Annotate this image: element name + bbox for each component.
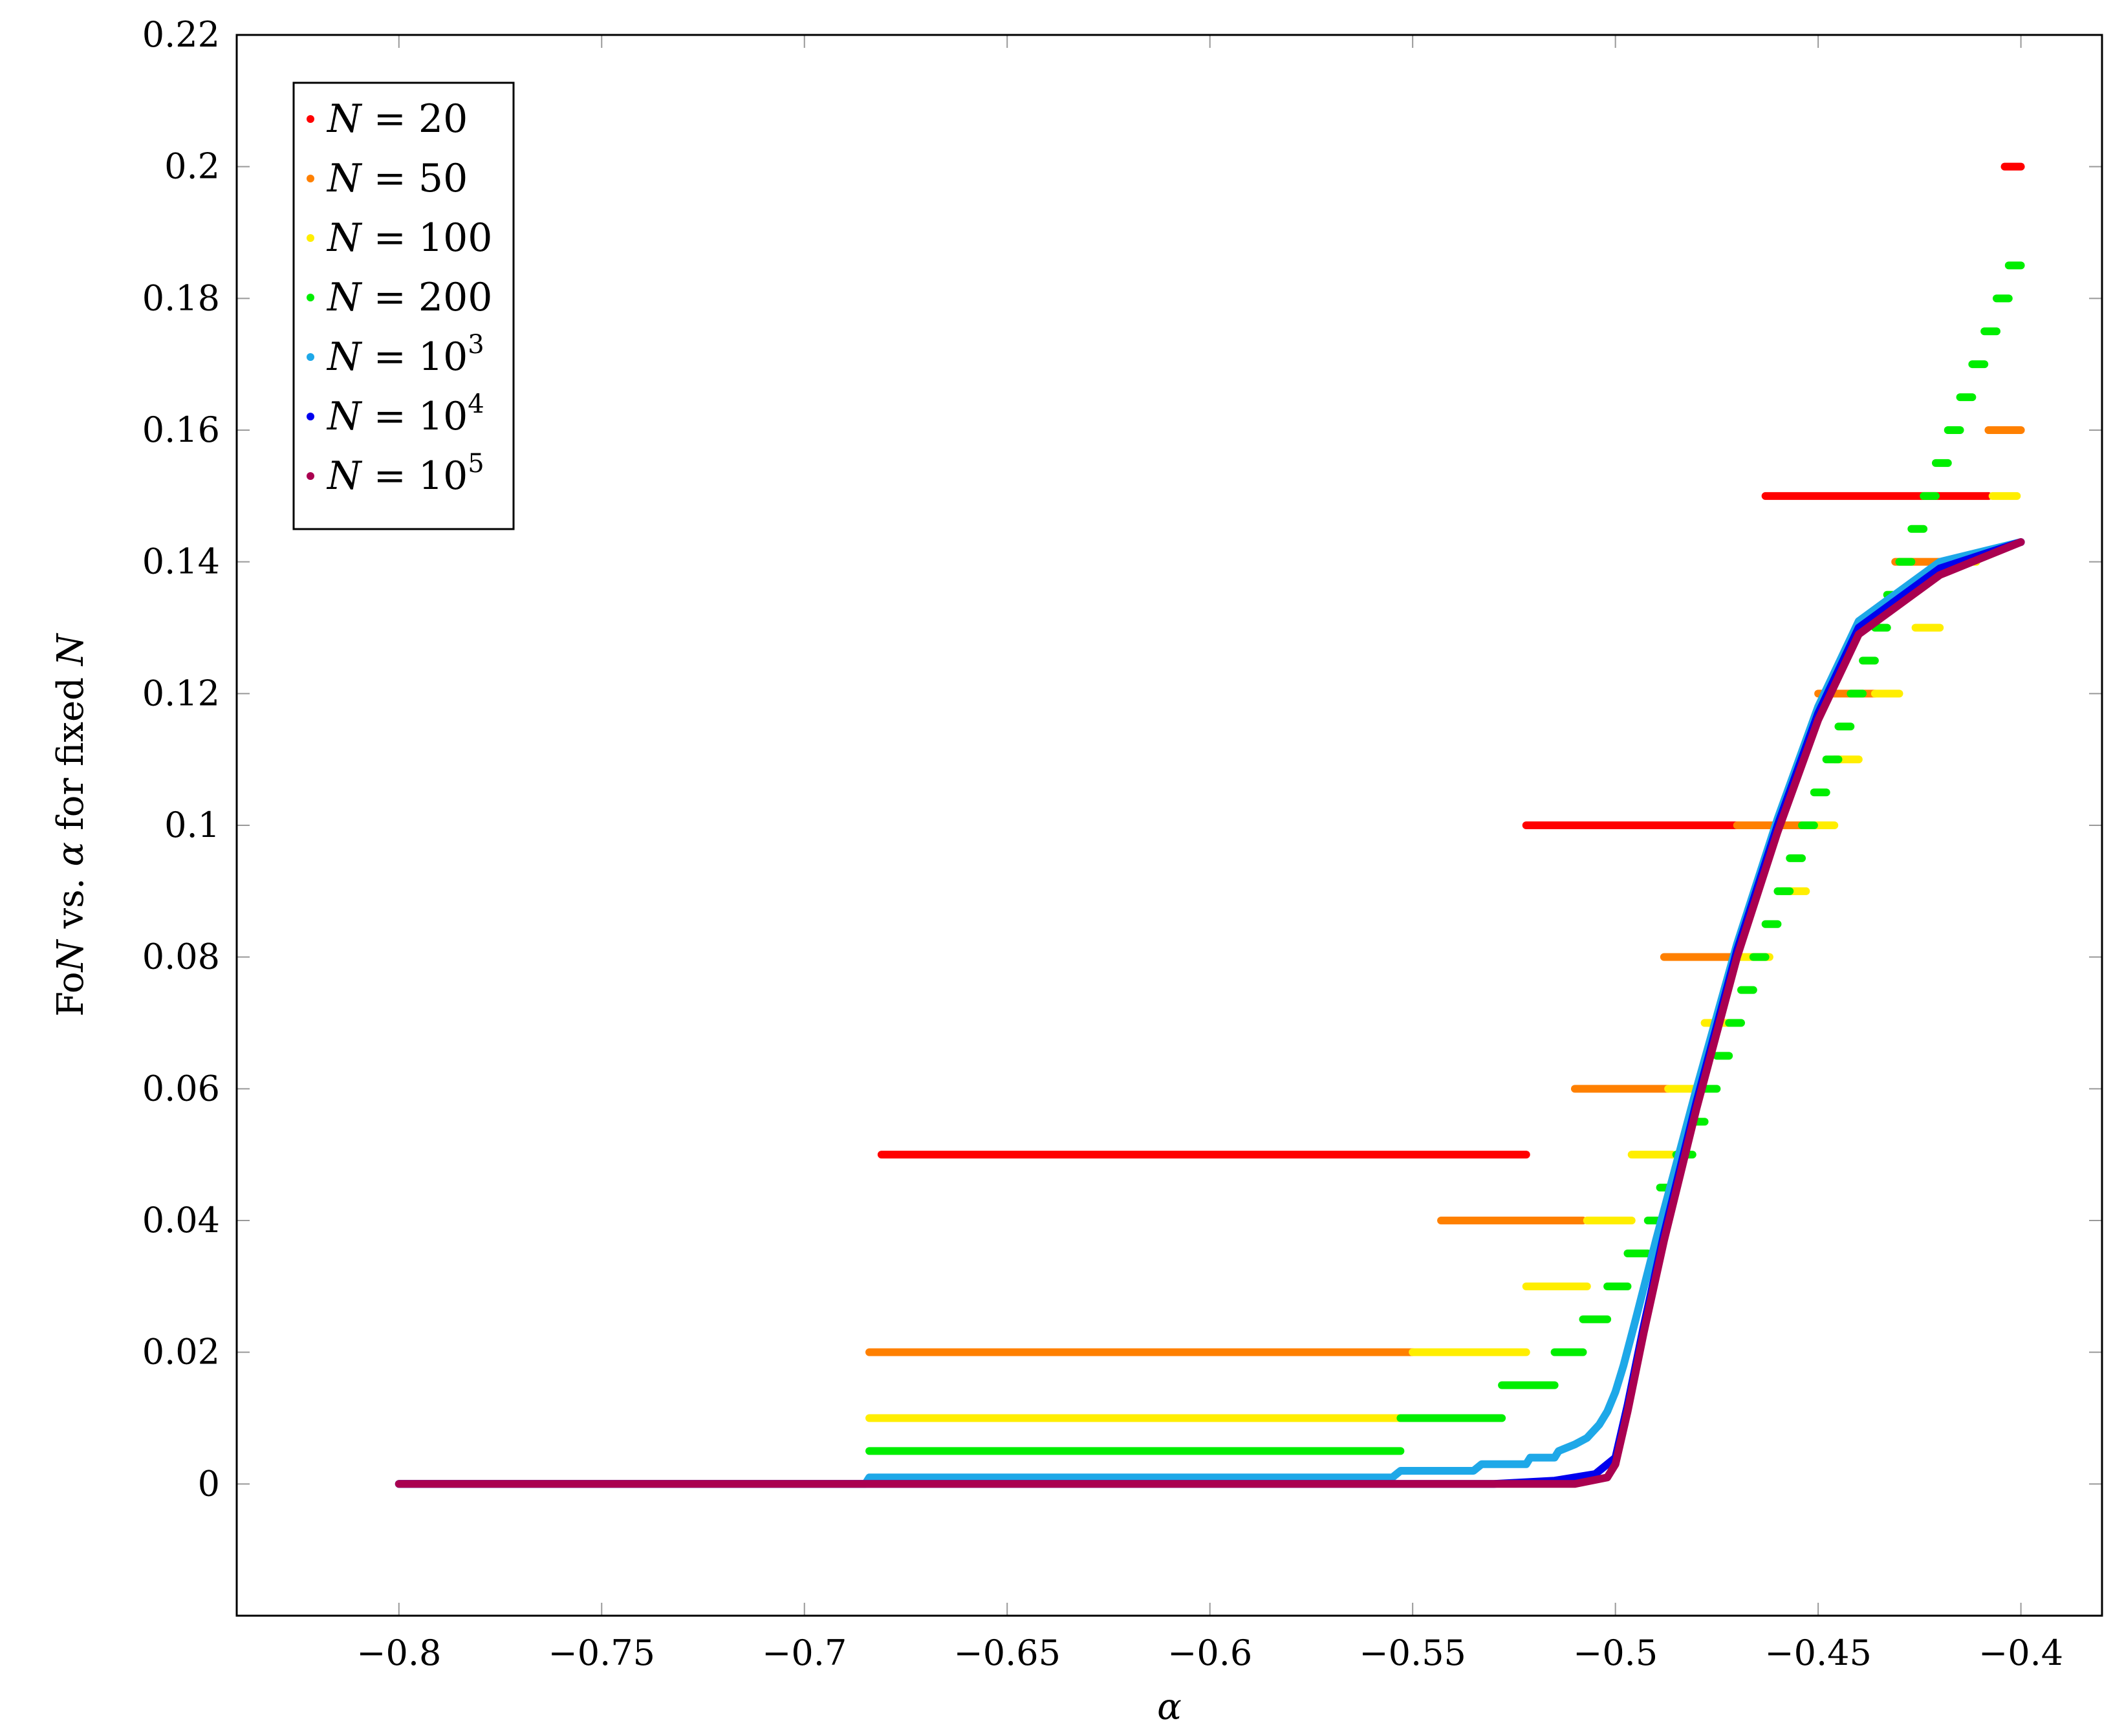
y-tick-label: 0.12 (142, 673, 220, 713)
x-tick-label: −0.7 (762, 1633, 847, 1673)
y-tick-label: 0.08 (142, 937, 220, 977)
x-tick-label: −0.4 (1978, 1633, 2063, 1673)
x-tick-label: −0.55 (1359, 1633, 1466, 1673)
x-tick-label: −0.8 (356, 1633, 441, 1673)
y-tick-label: 0.06 (142, 1068, 220, 1109)
legend-entry: N = 104 (326, 389, 484, 439)
legend-entry: N = 200 (326, 275, 492, 320)
legend-marker (307, 175, 314, 182)
series-1 (865, 426, 2025, 1356)
series-curve (395, 538, 2025, 1488)
legend-entry: N = 105 (326, 449, 484, 499)
y-tick-label: 0.22 (142, 14, 220, 55)
x-tick-label: −0.45 (1764, 1633, 1871, 1673)
legend-marker (307, 234, 314, 242)
y-tick-label: 0 (198, 1463, 220, 1504)
y-tick-label: 0.14 (142, 541, 220, 582)
plot-frame (235, 34, 2103, 1617)
axis-tick-labels: −0.8 −0.75 −0.7 −0.65 −0.6 −0.55 −0.5 −0.45 −0.4… (142, 14, 2063, 1673)
legend-marker (307, 472, 314, 480)
legend-marker (307, 115, 314, 123)
series-6 (395, 538, 2025, 1488)
y-tick-label: 0.04 (142, 1200, 220, 1241)
y-tick-label: 0.1 (164, 805, 220, 845)
y-tick-label: 0.02 (142, 1332, 220, 1373)
legend-entry: N = 103 (326, 330, 484, 380)
legend-marker (307, 353, 314, 361)
legend-entry: N = 20 (326, 96, 468, 142)
y-axis-label: FoN vs. α for fixed N (50, 633, 92, 1017)
x-tick-label: −0.5 (1573, 1633, 1658, 1673)
plot-area (395, 162, 2025, 1488)
legend-marker (307, 413, 314, 420)
legend-entry: N = 50 (326, 156, 468, 201)
y-tick-label: 0.2 (164, 146, 220, 187)
x-tick-label: −0.75 (548, 1633, 655, 1673)
x-axis-label: α (1157, 1686, 1182, 1728)
legend-entry: N = 100 (326, 215, 492, 261)
legend-box (292, 81, 515, 530)
x-tick-label: −0.65 (953, 1633, 1060, 1673)
x-tick-label: −0.6 (1167, 1633, 1252, 1673)
legend: N = 20 N = 50 N = 100 N = 200 N = 103 N = 104… (292, 81, 515, 530)
y-tick-label: 0.16 (142, 409, 220, 450)
legend-marker (307, 294, 314, 301)
series-0 (877, 162, 2025, 1159)
axis-ticks (237, 34, 2102, 1616)
y-tick-label: 0.18 (142, 277, 220, 318)
